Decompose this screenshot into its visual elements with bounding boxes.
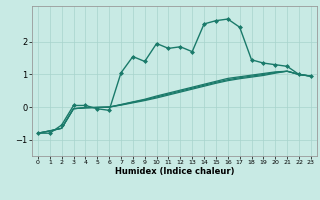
X-axis label: Humidex (Indice chaleur): Humidex (Indice chaleur) xyxy=(115,167,234,176)
